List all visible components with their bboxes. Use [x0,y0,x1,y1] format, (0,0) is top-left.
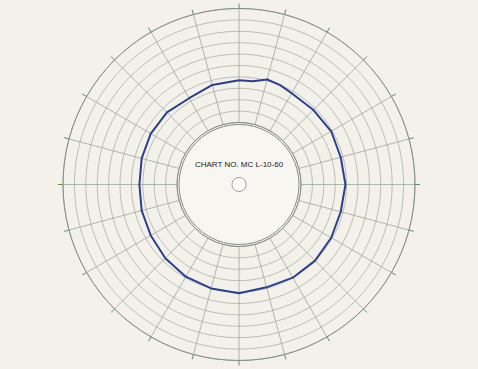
svg-text:CHART NO. MC L-10-60: CHART NO. MC L-10-60 [195,160,284,169]
